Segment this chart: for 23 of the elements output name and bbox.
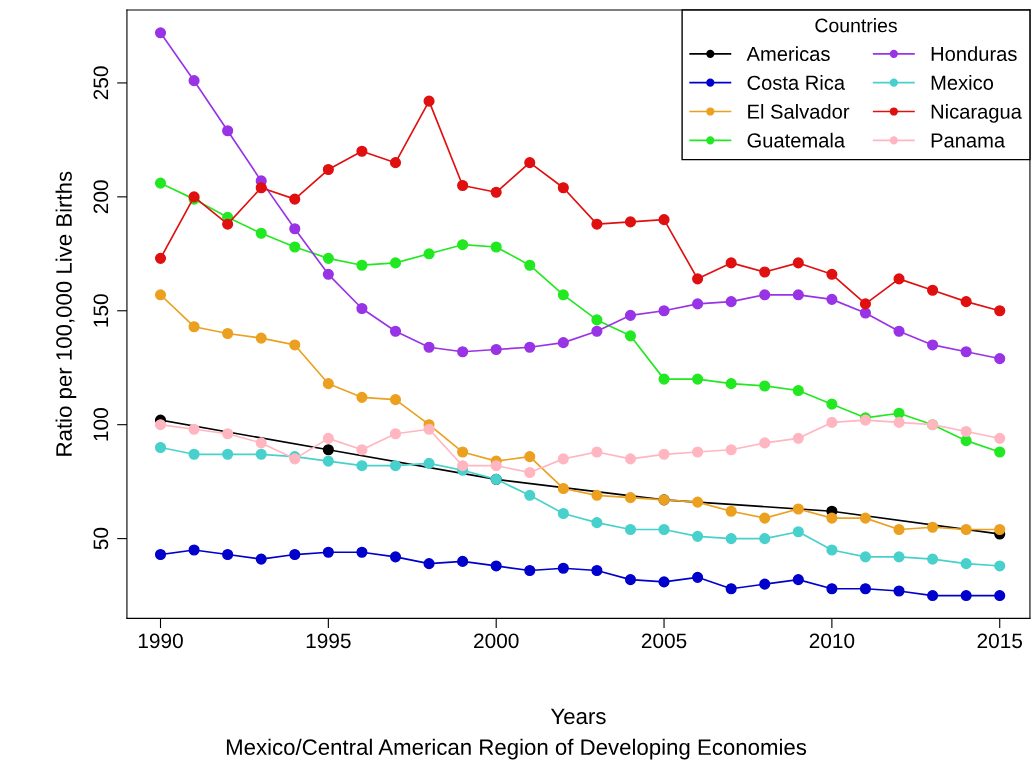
legend-label: Panama bbox=[931, 133, 1006, 148]
x-tick-label: 2000 bbox=[474, 633, 519, 649]
x-tick-label: 2010 bbox=[809, 633, 855, 649]
text: Mexico/Central American Region of Developing Economies bbox=[226, 738, 807, 760]
y-tick-label: 250 bbox=[93, 66, 109, 100]
legend-label: Guatemala bbox=[747, 132, 846, 148]
legend-label: Costa Rica bbox=[747, 75, 846, 90]
legend-label: Honduras bbox=[931, 46, 1017, 62]
x-tick-label: 1995 bbox=[306, 633, 351, 649]
legend-label: Nicaragua bbox=[931, 103, 1022, 123]
x-tick-label: 2005 bbox=[641, 633, 687, 649]
x-axis-title: Years bbox=[550, 708, 606, 725]
legend-label: Mexico bbox=[931, 75, 994, 90]
y-tick-label: 150 bbox=[93, 294, 109, 327]
y-tick-label: 100 bbox=[93, 408, 109, 441]
x-tick-label: 1990 bbox=[138, 633, 183, 649]
legend-label: El Salvador bbox=[748, 103, 850, 119]
y-tick-label: 50 bbox=[93, 527, 109, 550]
legend-title: Countries bbox=[815, 18, 897, 33]
y-tick-label: 200 bbox=[93, 180, 109, 214]
legend-label: Americas bbox=[746, 46, 830, 62]
y-axis-title: Ratio per 100,000 Live Births bbox=[55, 171, 77, 456]
x-tick-label: 2015 bbox=[977, 633, 1023, 649]
